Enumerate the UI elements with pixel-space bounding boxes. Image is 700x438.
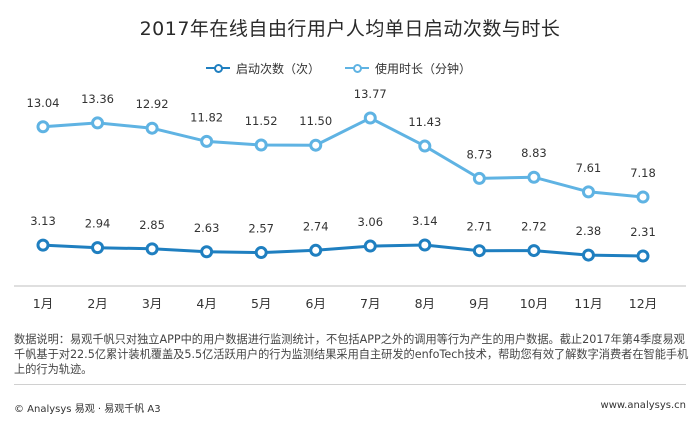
data-point-usage-duration [36, 120, 50, 134]
x-tick-label: 11月 [574, 296, 602, 311]
x-tick-label: 7月 [360, 296, 380, 311]
x-tick-labels: 1月 2月 3月 4月 5月 6月 7月 8月 9月 10月 11月 12月 [33, 296, 657, 311]
x-tick-label: 3月 [142, 296, 162, 311]
data-point-usage-duration [363, 111, 377, 125]
legend-label-launch-count: 启动次数（次） [236, 61, 321, 76]
data-label-usage-duration: 13.04 [27, 96, 60, 110]
x-tick-label: 12月 [629, 296, 657, 311]
data-label-launch-count: 2.63 [194, 221, 220, 235]
data-point-usage-duration [145, 121, 159, 135]
data-point-usage-duration [254, 138, 268, 152]
x-tick-label: 2月 [87, 296, 107, 311]
data-point-launch-count [200, 245, 214, 259]
line-chart: 3.13 2.94 2.85 2.63 2.57 2.74 3.06 3.14 2.71 2.72… [14, 87, 686, 311]
legend-item-usage-duration: 使用时长（分钟） [345, 58, 471, 78]
data-label-launch-count: 2.38 [576, 224, 602, 238]
data-label-usage-duration: 11.50 [299, 114, 332, 128]
footer-divider [14, 384, 686, 385]
footer-website: www.analysys.cn [600, 400, 686, 411]
data-point-usage-duration [418, 139, 432, 153]
legend-swatch-usage-duration [345, 62, 369, 74]
data-label-launch-count: 3.06 [357, 215, 383, 229]
data-label-launch-count: 2.57 [248, 222, 274, 236]
x-tick-label: 5月 [251, 296, 271, 311]
data-label-launch-count: 2.72 [521, 220, 547, 234]
data-label-usage-duration: 7.18 [630, 166, 656, 180]
data-point-launch-count [145, 242, 159, 256]
data-point-usage-duration [581, 185, 595, 199]
x-tick-label: 1月 [33, 296, 53, 311]
data-point-launch-count [309, 243, 323, 257]
data-point-usage-duration [472, 171, 486, 185]
data-point-usage-duration [200, 134, 214, 148]
legend-swatch-launch-count [206, 62, 230, 74]
x-tick-label: 8月 [415, 296, 435, 311]
data-label-launch-count: 2.94 [85, 217, 111, 231]
data-point-launch-count [581, 248, 595, 262]
footer-copyright: © Analysys 易观 · 易观千帆 A3 [14, 404, 161, 415]
x-tick-label: 4月 [196, 296, 216, 311]
data-label-launch-count: 3.14 [412, 214, 438, 228]
data-label-usage-duration: 13.36 [81, 92, 114, 106]
data-label-launch-count: 2.31 [630, 225, 656, 239]
data-point-launch-count [472, 244, 486, 258]
x-tick-label: 6月 [306, 296, 326, 311]
data-label-launch-count: 3.13 [30, 214, 56, 228]
data-point-launch-count [36, 238, 50, 252]
legend-item-launch-count: 启动次数（次） [206, 58, 320, 78]
data-point-launch-count [363, 239, 377, 253]
data-label-launch-count: 2.85 [139, 218, 165, 232]
data-label-usage-duration: 11.82 [190, 110, 223, 124]
series-line-usage-duration [42, 116, 644, 199]
data-point-launch-count [418, 238, 432, 252]
data-label-usage-duration: 8.83 [521, 146, 547, 160]
data-point-usage-duration [91, 116, 105, 130]
data-note: 数据说明：易观千帆只对独立APP中的用户数据进行监测统计，不包括APP之外的调用… [14, 333, 689, 376]
data-point-usage-duration [527, 170, 541, 184]
x-tick-label: 10月 [520, 296, 548, 311]
data-label-launch-count: 2.74 [303, 219, 329, 233]
data-point-launch-count [527, 244, 541, 258]
data-label-usage-duration: 8.73 [467, 147, 493, 161]
series-layer: 3.13 2.94 2.85 2.63 2.57 2.74 3.06 3.14 2.71 2.72… [27, 87, 656, 263]
data-label-launch-count: 2.71 [467, 220, 493, 234]
data-label-usage-duration: 12.92 [136, 97, 169, 111]
data-point-usage-duration [636, 190, 650, 204]
data-label-usage-duration: 11.52 [245, 114, 278, 128]
legend-label-usage-duration: 使用时长（分钟） [375, 61, 472, 76]
x-tick-label: 9月 [469, 296, 489, 311]
series-line-launch-count [42, 243, 644, 258]
chart-legend: 启动次数（次） 使用时长（分钟） [0, 58, 700, 78]
data-label-usage-duration: 11.43 [408, 115, 441, 129]
data-label-usage-duration: 13.77 [354, 87, 387, 101]
data-point-launch-count [254, 246, 268, 260]
data-point-usage-duration [309, 138, 323, 152]
data-point-launch-count [91, 241, 105, 255]
chart-title: 2017年在线自由行用户人均单日启动次数与时长 [139, 18, 561, 40]
data-label-usage-duration: 7.61 [576, 161, 602, 175]
data-point-launch-count [636, 249, 650, 263]
